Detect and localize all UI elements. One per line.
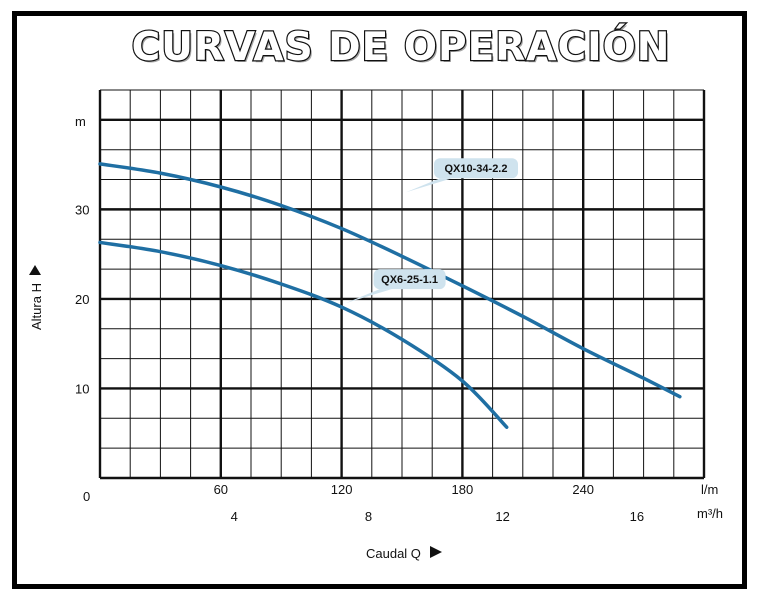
y-tick-label: 20 [75,292,89,307]
x-axis-title: Caudal Q [366,546,421,561]
origin-label: 0 [83,489,90,504]
y-axis-arrow-icon [29,265,41,275]
x-tick-label-lpm: 240 [572,482,594,497]
x-tick-label-m3h: 4 [231,509,238,524]
series-line [98,162,682,399]
chart-title-shadow: CURVAS DE OPERACIÓN [134,25,673,72]
series-label-box [373,269,446,290]
x-axis-arrow-icon [430,546,442,558]
x-tick-label-m3h: 12 [495,509,509,524]
x-tick-label-lpm: 180 [452,482,474,497]
x-tick-label-lpm: 60 [214,482,228,497]
chart-labels: 10 20 30 60 120 180 240 4 8 12 16 QX10-34-2.2 QX6-25… [75,158,644,524]
series-line [98,240,509,429]
series-label: QX6-25-1.1 [381,274,438,286]
chart-curves [98,162,682,429]
x-tick-label-m3h: 16 [630,509,644,524]
x-tick-label-m3h: 8 [365,509,372,524]
y-axis-title: Altura H [29,283,44,330]
x-tick-label-lpm: 120 [331,482,353,497]
y-unit-label: m [75,114,86,129]
chart-title: CURVAS DE OPERACIÓN [132,23,671,70]
y-axis-title-text: Altura H [29,283,44,330]
y-tick-label: 10 [75,381,89,396]
series-label-pointer [406,178,452,193]
x-unit-m3h: m³/h [697,506,723,521]
y-tick-label: 30 [75,202,89,217]
series-label-box [434,158,518,179]
x-unit-lpm: l/m [701,482,718,497]
series-label-pointer [345,289,392,304]
series-label: QX10-34-2.2 [445,163,508,175]
